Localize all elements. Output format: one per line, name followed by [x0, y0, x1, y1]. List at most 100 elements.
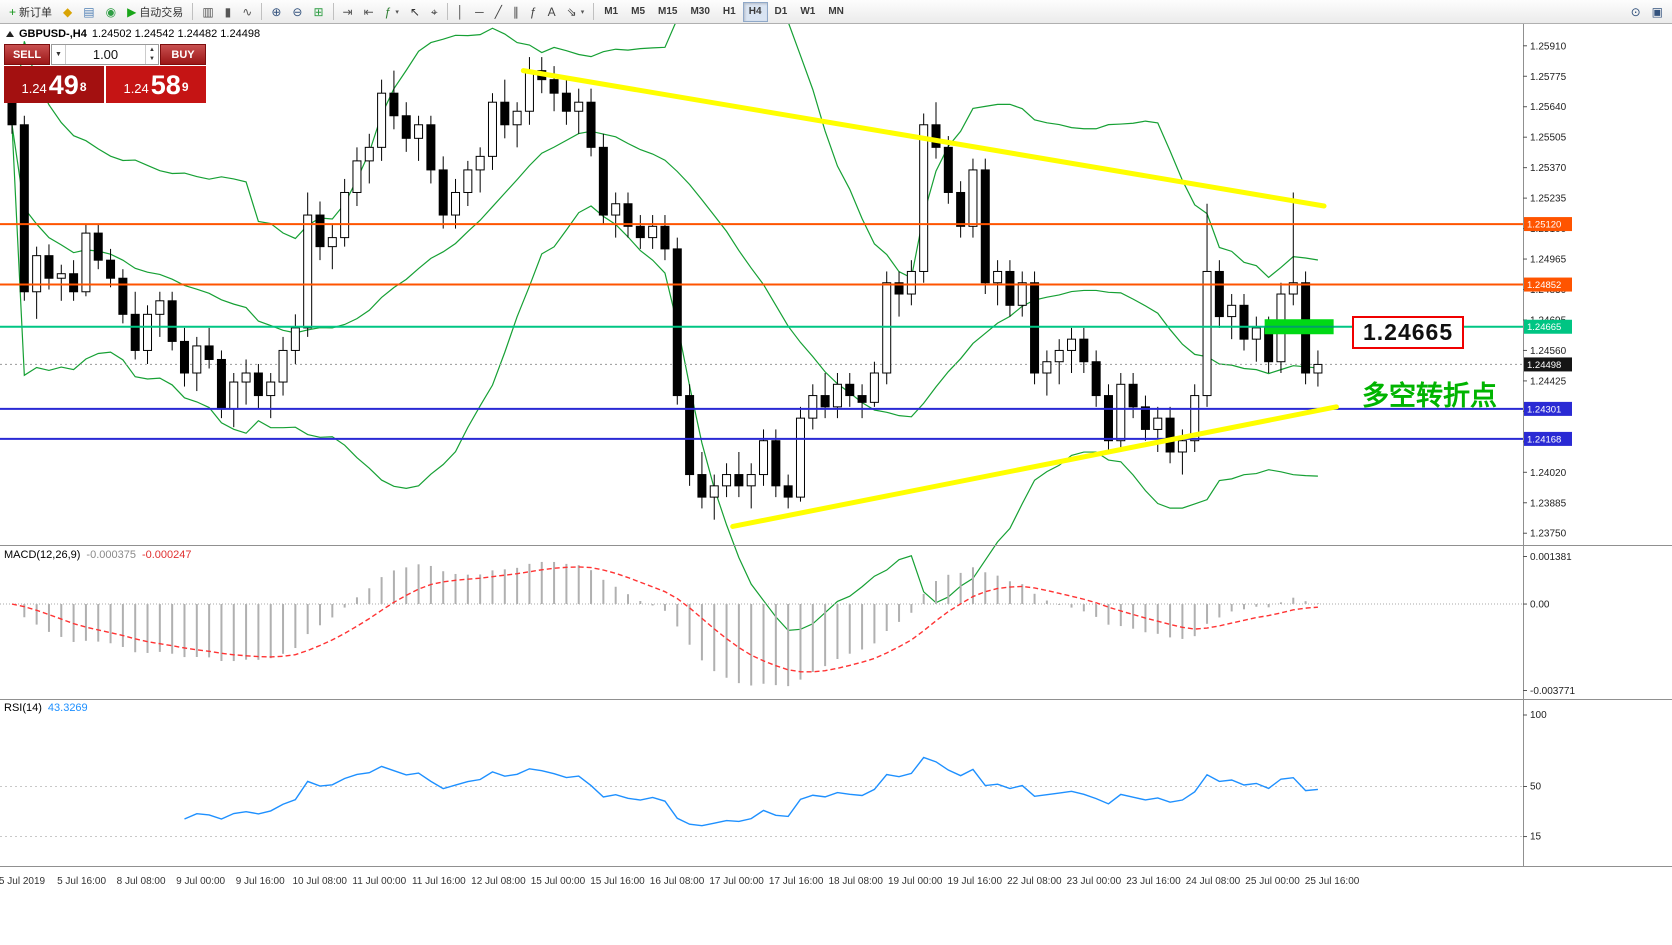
price-axis-tick: 1.25775	[1530, 72, 1567, 83]
time-axis-label: 19 Jul 00:00	[888, 876, 943, 887]
text-label-button[interactable]: A	[543, 2, 561, 22]
crosshair-button[interactable]: ⌖	[426, 2, 443, 22]
candle	[759, 440, 769, 476]
tf-h1-button-label: H1	[722, 6, 736, 17]
candle	[241, 372, 251, 383]
sell-price-prefix: 1.24	[21, 81, 47, 97]
candle	[204, 345, 214, 360]
tf-w1-button[interactable]: W1	[794, 2, 821, 22]
candle	[290, 327, 300, 351]
candle	[524, 70, 534, 112]
candle	[1140, 406, 1150, 430]
chart-shift-button[interactable]: ⇤	[359, 2, 379, 22]
equidistant-channel-button[interactable]: ∥	[508, 2, 524, 22]
zoom-in-button[interactable]: ⊕	[266, 2, 286, 22]
crosshair-icon: ⌖	[430, 4, 438, 19]
tf-m1-button[interactable]: M1	[598, 2, 624, 22]
candle	[746, 474, 756, 487]
price-axis-tick: 1.25370	[1530, 163, 1567, 174]
vertical-line-button[interactable]: │	[452, 2, 470, 22]
trendline[interactable]	[730, 404, 1339, 529]
buy-price-quote[interactable]: 1.24 58 9	[106, 66, 206, 103]
candle	[451, 191, 461, 216]
price-badge	[1524, 357, 1572, 372]
sell-price-quote[interactable]: 1.24 49 8	[4, 66, 104, 103]
data-window-icon: ◉	[105, 4, 117, 19]
volume-down-icon[interactable]: ▼	[149, 56, 155, 63]
time-axis-label: 8 Jul 08:00	[117, 876, 166, 887]
bollinger-middle-band	[11, 124, 1318, 418]
candle	[278, 349, 288, 383]
candle	[93, 232, 103, 261]
candle	[956, 191, 966, 227]
time-axis-label: 15 Jul 16:00	[590, 876, 645, 887]
volume-input[interactable]: 1.00	[92, 47, 119, 62]
mql5-community-button[interactable]: ◆	[58, 2, 77, 22]
indicators-button[interactable]: ƒ ▾	[380, 2, 404, 22]
fibonacci-button[interactable]: ƒ	[525, 2, 542, 22]
time-axis-label: 25 Jul 00:00	[1245, 876, 1300, 887]
macd-main-value: -0.000375	[86, 549, 136, 561]
time-axis-label: 5 Jul 16:00	[57, 876, 106, 887]
line-chart-type-button[interactable]: ∿	[237, 2, 257, 22]
price-badge-label: 1.24498	[1527, 360, 1561, 371]
price-badge	[1524, 319, 1572, 334]
candlestick-chart-icon: ▮	[224, 4, 232, 19]
volume-dropdown-arrow-icon[interactable]: ▼	[52, 45, 66, 64]
new-chart-window-button[interactable]: ▣	[1647, 2, 1668, 22]
candle	[808, 395, 818, 419]
tf-m5-button[interactable]: M5	[625, 2, 651, 22]
tile-windows-button[interactable]: ⊞	[308, 2, 328, 22]
time-axis-label: 9 Jul 00:00	[176, 876, 225, 887]
rsi-indicator-label: RSI(14) 43.3269	[4, 702, 88, 714]
toolbar-separator	[192, 3, 194, 20]
volume-stepper[interactable]: ▲ ▼	[145, 45, 158, 64]
tf-mn-button[interactable]: MN	[822, 2, 850, 22]
price-callout-label[interactable]: 1.24665	[1352, 316, 1465, 349]
candle	[143, 313, 153, 351]
auto-scroll-icon: ⇥	[342, 4, 353, 19]
data-window-button[interactable]: ◉	[101, 2, 121, 22]
cursor-button[interactable]: ↖	[405, 2, 425, 22]
candle	[1227, 304, 1237, 318]
trendline-button[interactable]: ╱	[490, 2, 507, 22]
horizontal-line-button[interactable]: ─	[470, 2, 489, 22]
new-order-button-label: 新订单	[19, 6, 53, 19]
arrows-button[interactable]: ⇘ ▾	[562, 2, 590, 22]
candlestick-chart-type-button[interactable]: ▮	[220, 2, 237, 22]
tf-m30-button[interactable]: M30	[684, 2, 715, 22]
tf-h4-button[interactable]: H4	[742, 1, 768, 22]
search-symbol-button[interactable]: ⊙	[1626, 2, 1646, 22]
tf-d1-button[interactable]: D1	[769, 2, 794, 22]
rsi-name: RSI(14)	[4, 702, 42, 714]
charts-list-button[interactable]: ▤	[78, 2, 99, 22]
price-axis-tick: 1.24560	[1530, 346, 1567, 357]
collapse-one-click-arrow-icon[interactable]	[6, 31, 14, 37]
auto-scroll-button[interactable]: ⇥	[338, 2, 358, 22]
price-axis-tick: 1.23750	[1530, 529, 1567, 540]
new-order-button[interactable]: + 新订单	[4, 2, 57, 22]
price-axis-tick: 1.25640	[1530, 102, 1567, 113]
sell-button[interactable]: SELL	[4, 44, 50, 65]
price-badge-label: 1.25120	[1527, 220, 1561, 231]
zoom-out-button[interactable]: ⊖	[287, 2, 307, 22]
line-chart-icon: ∿	[242, 4, 253, 19]
trendline[interactable]	[520, 68, 1327, 209]
time-axis-label: 24 Jul 08:00	[1186, 876, 1241, 887]
auto-trading-button[interactable]: ▶ 自动交易	[122, 2, 188, 22]
macd-axis-tick: 0.00	[1530, 600, 1550, 611]
tf-m15-button[interactable]: M15	[652, 2, 683, 22]
bar-chart-type-button[interactable]: ▥	[197, 2, 218, 22]
time-axis-label: 12 Jul 08:00	[471, 876, 526, 887]
macd-axis-tick: -0.003771	[1530, 686, 1575, 697]
time-axis-label: 9 Jul 16:00	[236, 876, 285, 887]
volume-up-icon[interactable]: ▲	[149, 46, 155, 53]
tf-m1-button-label: M1	[604, 6, 619, 17]
tf-h1-button[interactable]: H1	[717, 2, 742, 22]
candle	[561, 92, 571, 112]
candle	[266, 381, 276, 397]
zoom-in-icon: ⊕	[271, 4, 282, 19]
buy-button[interactable]: BUY	[160, 44, 206, 65]
auto-trading-button-label: 自动交易	[139, 6, 184, 19]
